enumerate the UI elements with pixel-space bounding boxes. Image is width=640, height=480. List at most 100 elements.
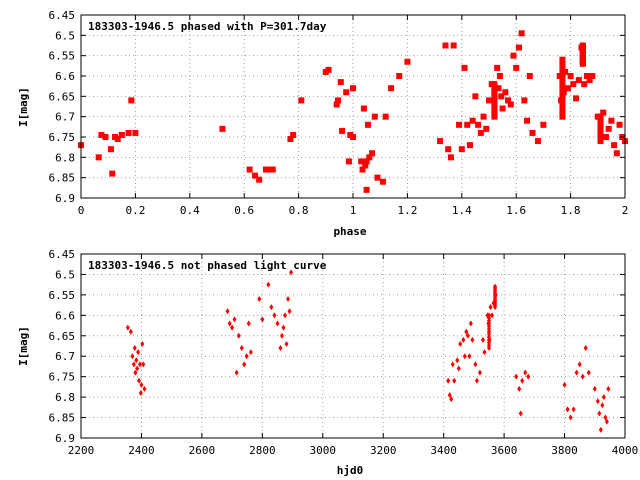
data-point xyxy=(472,93,479,100)
x-tick-label: 0.4 xyxy=(180,204,200,217)
data-point xyxy=(359,166,366,173)
data-point xyxy=(366,154,373,161)
data-point xyxy=(464,328,469,335)
data-point xyxy=(382,113,389,120)
y-tick-label: 6.6 xyxy=(55,309,75,322)
data-point xyxy=(225,308,230,315)
data-point xyxy=(283,312,287,319)
data-point xyxy=(526,73,533,79)
y-tick-label: 6.8 xyxy=(55,151,75,164)
data-point xyxy=(335,97,342,104)
data-point xyxy=(573,95,580,102)
data-point xyxy=(559,89,566,96)
x-tick-label: 3000 xyxy=(310,444,337,457)
data-point xyxy=(298,97,305,104)
y-tick-label: 6.75 xyxy=(49,371,76,384)
phased-y-tick-labels: 6.45 6.5 6.55 6.6 6.65 6.7 6.75 6.8 6.85 6.9 xyxy=(49,9,76,205)
data-point xyxy=(600,402,605,409)
data-point xyxy=(284,340,289,347)
data-point xyxy=(491,113,498,120)
x-tick-label: 4000 xyxy=(612,444,639,457)
x-tick-label: 2 xyxy=(622,204,629,217)
data-point xyxy=(600,109,607,116)
y-tick-label: 6.8 xyxy=(55,391,75,404)
x-tick-label: 2800 xyxy=(249,444,276,457)
data-point xyxy=(475,121,482,128)
data-point xyxy=(526,373,531,380)
y-tick-label: 6.85 xyxy=(49,172,76,185)
unphased-grid xyxy=(81,254,625,438)
data-point xyxy=(234,369,239,376)
data-point xyxy=(239,345,244,352)
y-tick-label: 6.45 xyxy=(49,9,76,22)
data-point xyxy=(450,42,457,49)
data-point xyxy=(141,361,146,368)
data-point xyxy=(559,104,566,111)
data-point xyxy=(287,308,292,315)
data-point xyxy=(583,345,588,352)
data-point xyxy=(248,349,253,356)
phased-light-curve-panel: 0 0.2 0.4 0.6 0.8 1 1.2 1.4 1.6 1.8 2 6.456.56.556… xyxy=(17,9,628,238)
data-point xyxy=(230,324,235,331)
data-point xyxy=(455,357,460,364)
data-point xyxy=(98,131,105,138)
data-point xyxy=(499,105,506,112)
data-point xyxy=(246,166,253,173)
data-point xyxy=(232,316,237,323)
data-point xyxy=(452,377,457,384)
unphased-y-tick-labels: 6.45 6.5 6.55 6.6 6.65 6.7 6.75 6.8 6.85 6.9 xyxy=(49,248,76,445)
data-point xyxy=(466,142,473,149)
data-point xyxy=(140,340,145,347)
x-tick-label: 0.2 xyxy=(125,204,145,217)
data-point xyxy=(447,154,454,161)
data-point xyxy=(482,349,487,356)
data-point xyxy=(369,150,376,157)
data-point xyxy=(279,332,284,339)
data-point xyxy=(458,146,465,153)
data-point xyxy=(461,336,466,343)
data-point xyxy=(360,105,367,112)
x-tick-label: 2400 xyxy=(128,444,155,457)
y-tick-label: 6.55 xyxy=(49,289,76,302)
data-point xyxy=(289,269,294,276)
data-point xyxy=(252,172,259,179)
data-point xyxy=(586,77,593,84)
data-point xyxy=(565,406,570,413)
data-point xyxy=(135,365,140,372)
data-point xyxy=(523,369,528,376)
data-point xyxy=(278,345,283,352)
data-point xyxy=(227,320,232,327)
data-point xyxy=(529,129,536,136)
x-tick-label: 3200 xyxy=(370,444,397,457)
unphased-x-tick-labels: 2200 2400 2600 2800 3000 3200 3400 3600 3800 4000 xyxy=(68,444,639,457)
x-tick-label: 0.6 xyxy=(234,204,254,217)
data-point xyxy=(256,176,263,183)
phased-x-tick-labels: 0 0.2 0.4 0.6 0.8 1 1.2 1.4 1.6 1.8 2 xyxy=(78,204,629,217)
data-point xyxy=(467,353,472,360)
data-point xyxy=(613,150,620,157)
data-point xyxy=(567,73,574,79)
unphased-chart-title: 183303-1946.5 not phased light curve xyxy=(88,259,327,272)
data-point xyxy=(514,373,519,380)
data-point xyxy=(142,385,147,392)
data-point xyxy=(138,390,143,397)
data-point xyxy=(490,312,495,319)
data-point xyxy=(364,121,371,128)
data-point xyxy=(518,410,523,417)
data-point xyxy=(450,361,455,368)
data-point xyxy=(515,44,522,51)
data-point xyxy=(363,158,370,165)
unphased-ticks xyxy=(80,253,626,439)
data-point xyxy=(236,332,241,339)
data-point xyxy=(568,414,573,421)
data-point xyxy=(133,369,138,376)
data-point xyxy=(520,377,525,384)
data-point xyxy=(488,304,493,311)
data-point xyxy=(461,64,468,71)
data-point xyxy=(559,70,566,77)
data-point xyxy=(574,369,579,376)
data-point xyxy=(559,99,566,106)
y-tick-label: 6.65 xyxy=(49,90,76,103)
data-point xyxy=(287,136,294,143)
data-point xyxy=(242,361,247,368)
